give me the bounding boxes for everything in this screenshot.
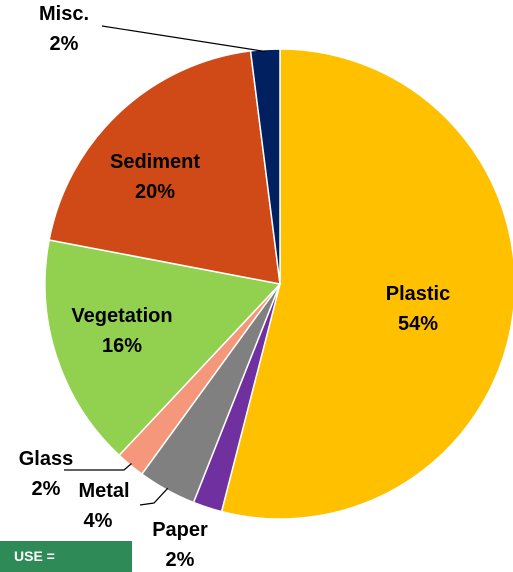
pie-slice-sediment: [48, 50, 281, 285]
slice-label-glass: Glass: [19, 448, 73, 470]
pie-slice-misc: [249, 48, 281, 285]
slice-label-metal: Metal: [78, 480, 129, 502]
use-text: USE =: [14, 548, 55, 564]
slice-label-vegetation: Vegetation: [71, 305, 172, 327]
slice-percent-paper: 2%: [166, 549, 195, 571]
slice-percent-sediment: 20%: [135, 181, 175, 203]
slice-label-plastic: Plastic: [386, 283, 450, 305]
slice-percent-plastic: 54%: [398, 313, 438, 335]
slice-label-misc: Misc.: [39, 3, 89, 25]
slice-percent-vegetation: 16%: [102, 335, 142, 357]
leader-line-glass: [64, 463, 132, 471]
pie-slice-plastic: [220, 48, 513, 520]
slice-percent-misc: 2%: [50, 33, 79, 55]
slice-percent-metal: 4%: [84, 510, 113, 532]
leader-line-misc: [101, 25, 266, 53]
pie-slice-vegetation: [44, 239, 282, 457]
labels-layer: Plastic 54% Paper 2% Metal 4% Glass 2% Vegetatio…: [19, 3, 450, 571]
slice-label-sediment: Sediment: [110, 151, 200, 173]
use-label: USE =: [0, 541, 132, 572]
slices-layer: [44, 48, 513, 520]
leader-lines: [64, 25, 266, 506]
leader-line-metal: [139, 487, 169, 506]
slice-label-paper: Paper: [152, 519, 208, 541]
slice-percent-glass: 2%: [32, 478, 61, 500]
